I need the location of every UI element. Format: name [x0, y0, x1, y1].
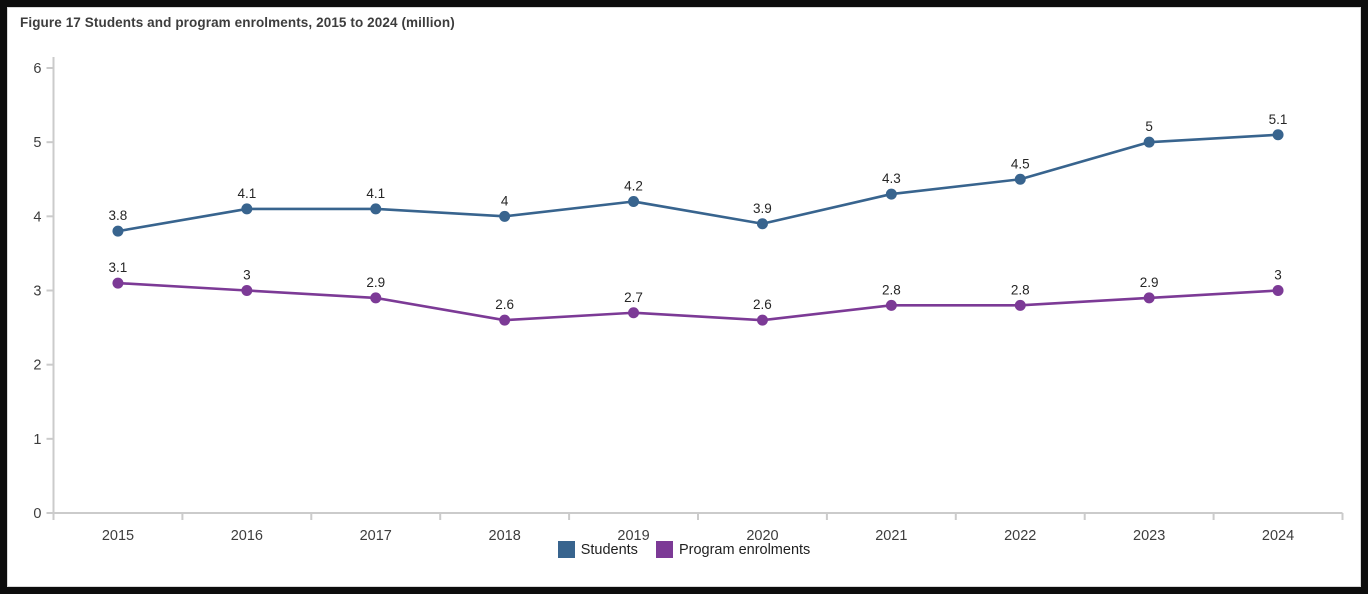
svg-text:1: 1 — [33, 432, 41, 448]
series-students: 3.8 4.1 4.1 4 4.2 3.9 4.3 4.5 5 5.1 — [109, 112, 1288, 237]
chart-legend: Students Program enrolments — [7, 541, 1361, 558]
svg-text:4.1: 4.1 — [366, 186, 385, 201]
svg-text:3: 3 — [33, 284, 41, 300]
svg-text:2.9: 2.9 — [1140, 275, 1159, 290]
figure-title: Figure 17 Students and program enrolment… — [20, 15, 455, 30]
svg-text:2019: 2019 — [617, 528, 649, 544]
legend-label-program-enrolments: Program enrolments — [678, 541, 811, 558]
svg-text:2018: 2018 — [489, 528, 521, 544]
svg-text:5.1: 5.1 — [1269, 112, 1288, 127]
svg-text:4: 4 — [33, 209, 41, 225]
svg-text:6: 6 — [33, 61, 41, 77]
svg-text:2.8: 2.8 — [882, 282, 901, 297]
svg-text:3: 3 — [243, 268, 251, 283]
svg-text:2.9: 2.9 — [366, 275, 385, 290]
svg-text:4.3: 4.3 — [882, 171, 901, 186]
svg-text:2.6: 2.6 — [495, 297, 514, 312]
svg-text:5: 5 — [33, 135, 41, 151]
legend-label-students: Students — [580, 541, 638, 558]
svg-text:4: 4 — [501, 193, 509, 208]
svg-text:2017: 2017 — [360, 528, 392, 544]
svg-text:4.2: 4.2 — [624, 179, 643, 194]
svg-text:5: 5 — [1145, 119, 1153, 134]
students-swatch-icon — [557, 541, 575, 558]
y-axis: 0 1 2 3 4 5 6 — [33, 57, 55, 522]
svg-text:2.8: 2.8 — [1011, 282, 1030, 297]
svg-text:3.9: 3.9 — [753, 201, 772, 216]
svg-text:2020: 2020 — [746, 528, 778, 544]
legend-item-students: Students — [557, 541, 638, 558]
svg-text:3: 3 — [1274, 268, 1282, 283]
svg-text:0: 0 — [33, 506, 41, 522]
svg-text:2021: 2021 — [875, 528, 907, 544]
svg-text:2: 2 — [33, 358, 41, 374]
svg-text:4.5: 4.5 — [1011, 156, 1030, 171]
program-enrolments-swatch-icon — [655, 541, 673, 558]
svg-text:2022: 2022 — [1004, 528, 1036, 544]
svg-text:2023: 2023 — [1133, 528, 1165, 544]
svg-text:4.1: 4.1 — [237, 186, 256, 201]
svg-text:2015: 2015 — [102, 528, 134, 544]
x-axis: 2015 2016 2017 2018 2019 2020 2021 2022 2023 2024 — [52, 512, 1344, 544]
series-program-enrolments: 3.1 3 2.9 2.6 2.7 2.6 2.8 2.8 2.9 3 — [109, 260, 1284, 326]
svg-text:2.7: 2.7 — [624, 290, 643, 305]
svg-text:2.6: 2.6 — [753, 297, 772, 312]
legend-item-program-enrolments: Program enrolments — [655, 541, 811, 558]
svg-text:3.1: 3.1 — [109, 260, 128, 275]
svg-text:2016: 2016 — [231, 528, 263, 544]
svg-text:2024: 2024 — [1262, 528, 1294, 544]
svg-text:3.8: 3.8 — [109, 208, 128, 223]
